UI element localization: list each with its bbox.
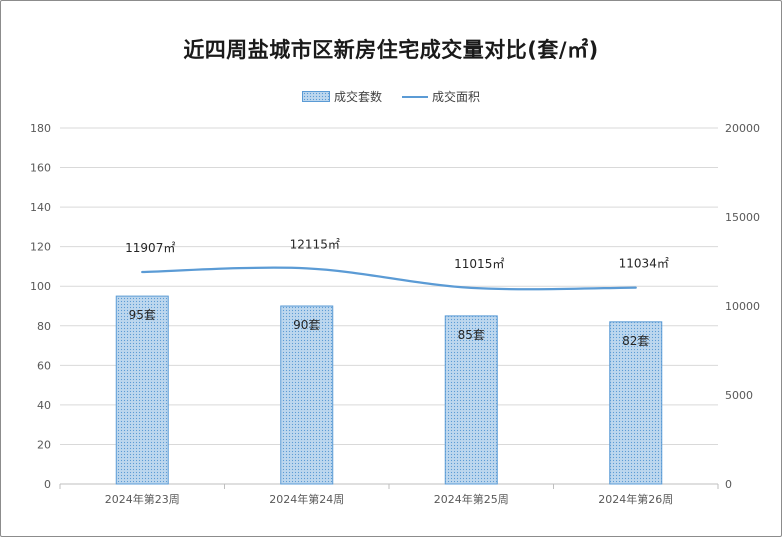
y-left-tick-label: 0 xyxy=(44,478,51,491)
chart-title: 近四周盐城市区新房住宅成交量对比(套/㎡) xyxy=(183,38,599,62)
y-left-tick-label: 120 xyxy=(30,241,51,254)
line-data-label: 11907㎡ xyxy=(125,241,175,255)
bar-data-label: 85套 xyxy=(458,328,485,342)
legend-item-bars: 成交套数 xyxy=(301,88,382,105)
x-tick-label: 2024年第25周 xyxy=(434,492,509,506)
legend-bar-swatch xyxy=(301,91,330,102)
x-tick-label: 2024年第26周 xyxy=(598,492,673,506)
legend-bar-label: 成交套数 xyxy=(333,90,382,104)
legend-line-swatch xyxy=(402,95,428,98)
y-left-tick-label: 60 xyxy=(37,359,51,372)
bar-data-label: 82套 xyxy=(622,334,649,348)
bar xyxy=(609,321,663,485)
y-right-tick-label: 15000 xyxy=(725,211,760,224)
legend-item-line: 成交面积 xyxy=(402,88,480,105)
y-left-tick-label: 80 xyxy=(37,320,51,333)
y-right-tick-label: 5000 xyxy=(725,389,753,402)
y-left-tick-label: 160 xyxy=(30,162,51,175)
y-right-tick-label: 10000 xyxy=(725,300,760,313)
y-left-tick-label: 20 xyxy=(37,438,51,451)
y-left-tick-label: 140 xyxy=(30,201,51,214)
bar xyxy=(444,315,498,485)
line-data-label: 11034㎡ xyxy=(619,257,669,271)
bar-data-label: 95套 xyxy=(129,308,156,322)
chart-legend: 成交套数 成交面积 xyxy=(0,88,782,105)
y-left-tick-label: 180 xyxy=(30,122,51,135)
bar-data-label: 90套 xyxy=(293,318,320,332)
y-left-tick-label: 100 xyxy=(30,280,51,293)
legend-line-label: 成交面积 xyxy=(432,90,481,104)
line-data-label: 11015㎡ xyxy=(454,257,504,271)
bar xyxy=(280,305,334,485)
area-series-line xyxy=(141,266,637,291)
y-left-tick-label: 40 xyxy=(37,399,51,412)
x-tick-label: 2024年第24周 xyxy=(269,492,344,506)
x-tick-label: 2024年第23周 xyxy=(105,492,180,506)
line-data-label: 12115㎡ xyxy=(290,237,340,251)
bar xyxy=(115,295,169,485)
y-right-tick-label: 0 xyxy=(725,478,732,491)
y-right-tick-label: 20000 xyxy=(725,122,760,135)
